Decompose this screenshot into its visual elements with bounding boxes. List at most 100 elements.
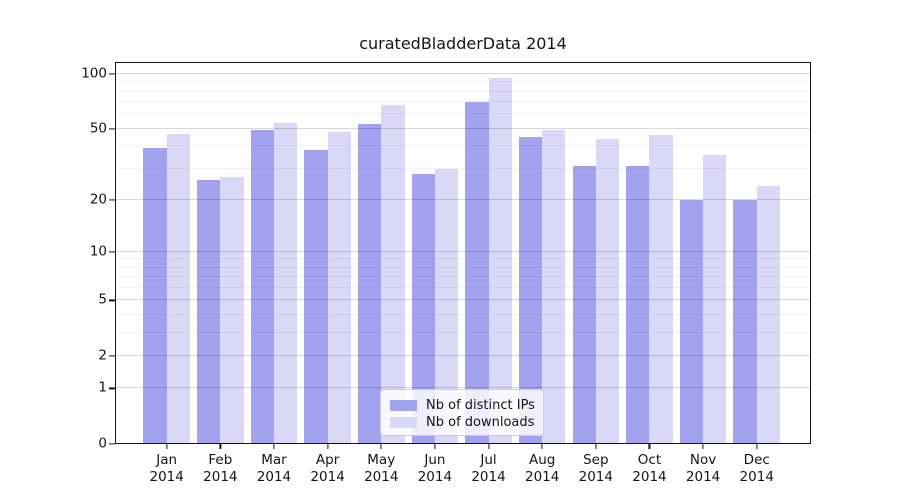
- minor-gridline-9: [115, 258, 811, 260]
- x-tick-year: 2014: [417, 468, 453, 485]
- x-tick-label-oct: Oct 2014: [617, 452, 681, 485]
- bar-downloads-jan: [166, 133, 190, 444]
- bar-distinct-ips-may: [357, 124, 382, 444]
- x-tick-mark-nov: [702, 444, 704, 449]
- bar-distinct-ips-dec: [733, 199, 757, 444]
- x-tick-year: 2014: [739, 468, 774, 485]
- major-gridline-100: [115, 73, 811, 75]
- minor-gridline-70: [115, 101, 811, 103]
- x-tick-mark-oct: [648, 444, 651, 449]
- x-tick-year: 2014: [364, 468, 399, 485]
- legend-entry-downloads: Nb of downloads: [390, 414, 543, 431]
- x-tick-year: 2014: [203, 468, 238, 485]
- x-tick-year: 2014: [256, 468, 292, 485]
- x-tick-label-nov: Nov 2014: [671, 452, 735, 485]
- y-tick-mark-100: [109, 73, 115, 75]
- minor-gridline-7: [115, 276, 811, 278]
- legend-swatch-downloads: [390, 417, 417, 428]
- x-tick-year: 2014: [524, 468, 560, 485]
- legend-entry-distinct-ips: Nb of distinct IPs: [390, 397, 543, 414]
- x-tick-year: 2014: [310, 468, 345, 485]
- bar-downloads-oct: [649, 135, 673, 444]
- y-tick-mark-1: [109, 387, 115, 390]
- x-tick-mark-feb: [219, 444, 221, 449]
- y-tick-label-0: 0: [98, 435, 107, 452]
- x-tick-year: 2014: [685, 468, 721, 485]
- y-tick-mark-20: [109, 199, 115, 201]
- minor-gridline-3: [115, 331, 811, 333]
- x-tick-label-may: May 2014: [349, 452, 413, 485]
- bar-distinct-ips-jun: [411, 174, 435, 444]
- x-tick-mark-apr: [327, 444, 329, 449]
- bar-downloads-aug: [542, 130, 566, 444]
- legend-label-distinct-ips: Nb of distinct IPs: [426, 398, 535, 413]
- minor-gridline-90: [115, 81, 811, 83]
- bar-distinct-ips-sep: [572, 166, 596, 444]
- bar-distinct-ips-mar: [250, 130, 274, 444]
- y-tick-label-20: 20: [89, 191, 107, 208]
- bar-downloads-dec: [756, 185, 781, 444]
- x-tick-year: 2014: [578, 468, 613, 485]
- bar-downloads-mar: [273, 122, 298, 444]
- x-tick-month: Dec: [743, 452, 770, 468]
- major-gridline-2: [115, 354, 811, 356]
- y-tick-mark-0: [109, 443, 115, 445]
- bar-downloads-feb: [220, 176, 244, 444]
- x-tick-label-sep: Sep 2014: [564, 452, 628, 485]
- minor-gridline-40: [115, 145, 811, 147]
- minor-gridline-8: [115, 266, 811, 268]
- x-tick-mark-may: [380, 444, 382, 449]
- legend-label-downloads: Nb of downloads: [426, 415, 535, 430]
- bar-downloads-apr: [327, 132, 351, 444]
- bar-distinct-ips-jul: [465, 102, 489, 444]
- bar-downloads-jul: [488, 78, 512, 444]
- bar-distinct-ips-nov: [679, 199, 704, 444]
- major-gridline-50: [115, 127, 811, 129]
- x-tick-mark-aug: [541, 444, 543, 449]
- minor-gridline-4: [115, 313, 811, 315]
- x-tick-label-feb: Feb 2014: [188, 452, 252, 485]
- x-tick-month: Feb: [208, 452, 233, 468]
- plot-area: Nb of distinct IPs Nb of downloads: [115, 62, 811, 444]
- bar-distinct-ips-jan: [143, 148, 167, 444]
- bar-distinct-ips-apr: [304, 150, 328, 444]
- x-tick-month: Jul: [480, 452, 497, 468]
- x-tick-mark-jan: [166, 444, 168, 449]
- x-tick-label-apr: Apr 2014: [296, 452, 360, 485]
- bar-downloads-may: [381, 104, 405, 444]
- x-tick-label-dec: Dec 2014: [725, 452, 789, 485]
- minor-gridline-6: [115, 287, 811, 288]
- major-gridline-10: [115, 250, 811, 252]
- bar-downloads-jun: [434, 168, 459, 444]
- legend: Nb of distinct IPs Nb of downloads: [380, 389, 544, 436]
- x-tick-label-jun: Jun 2014: [403, 452, 467, 485]
- bar-distinct-ips-oct: [626, 166, 650, 444]
- minor-gridline-80: [115, 90, 811, 92]
- x-tick-month: Oct: [637, 452, 662, 468]
- x-tick-year: 2014: [632, 468, 667, 485]
- x-tick-label-aug: Aug 2014: [510, 452, 574, 485]
- major-gridline-20: [115, 198, 811, 200]
- axes-frame: [115, 62, 811, 444]
- x-tick-month: Sep: [583, 452, 609, 468]
- major-gridline-5: [115, 299, 811, 301]
- legend-swatch-distinct-ips: [390, 400, 417, 411]
- major-gridline-1: [115, 387, 811, 389]
- x-tick-mark-mar: [273, 444, 275, 449]
- y-tick-label-2: 2: [98, 347, 107, 364]
- bar-downloads-nov: [703, 154, 727, 444]
- bar-downloads-sep: [595, 138, 620, 444]
- x-tick-label-jan: Jan 2014: [135, 452, 199, 485]
- x-tick-month: Apr: [315, 452, 340, 468]
- bar-distinct-ips-feb: [197, 179, 221, 444]
- y-tick-mark-2: [109, 355, 115, 357]
- y-tick-label-5: 5: [98, 291, 107, 308]
- y-tick-label-50: 50: [89, 120, 107, 137]
- x-tick-year: 2014: [471, 468, 506, 485]
- bar-distinct-ips-aug: [518, 137, 543, 444]
- minor-gridline-30: [115, 167, 811, 169]
- x-tick-year: 2014: [149, 468, 184, 485]
- x-tick-mark-dec: [756, 444, 758, 449]
- y-tick-mark-10: [109, 251, 115, 253]
- x-tick-month: Jun: [424, 452, 446, 468]
